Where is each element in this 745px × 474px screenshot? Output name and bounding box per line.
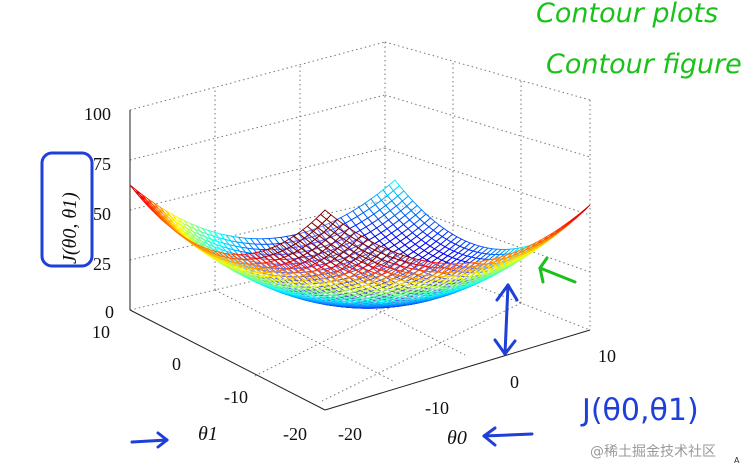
annotation-contour-figure: Contour figure bbox=[546, 49, 742, 80]
corner-mark: A bbox=[734, 456, 740, 465]
left-arrow-icon bbox=[482, 426, 534, 447]
z-tick-75: 75 bbox=[93, 154, 111, 174]
y-tick-labels: 10 0 -10 -20 bbox=[92, 322, 307, 444]
z-axis-label: J(θ0, θ1) bbox=[59, 192, 81, 264]
surface-mesh bbox=[129, 179, 591, 309]
right-arrow-icon bbox=[130, 431, 169, 449]
x-tick-0: 0 bbox=[510, 372, 519, 392]
arrow-icon bbox=[538, 256, 577, 284]
y-tick-neg10: -10 bbox=[224, 387, 248, 407]
z-tick-50: 50 bbox=[93, 204, 111, 224]
annotation-contour-plots: Contour plots bbox=[536, 0, 718, 29]
watermark: @稀土掘金技术社区 bbox=[590, 444, 716, 460]
axes bbox=[129, 110, 591, 411]
double-arrow-icon bbox=[493, 283, 519, 356]
z-tick-0: 0 bbox=[105, 302, 114, 322]
y-axis-label: θ1 bbox=[198, 423, 218, 445]
x-axis-label: θ0 bbox=[447, 427, 467, 449]
annotation-j-theta: J(θ0,θ1) bbox=[580, 393, 699, 428]
y-tick-neg20: -20 bbox=[283, 424, 307, 444]
x-tick-labels: -20 -10 0 10 bbox=[338, 346, 616, 444]
z-tick-100: 100 bbox=[84, 104, 111, 124]
surface-cell bbox=[319, 209, 332, 220]
y-tick-10: 10 bbox=[92, 322, 110, 342]
x-tick-10: 10 bbox=[598, 346, 616, 366]
z-tick-25: 25 bbox=[93, 254, 111, 274]
x-tick-neg10: -10 bbox=[425, 398, 449, 418]
z-tick-labels: 100 75 50 25 0 bbox=[84, 104, 114, 322]
x-tick-neg20: -20 bbox=[338, 424, 362, 444]
y-tick-0: 0 bbox=[172, 354, 181, 374]
z-label-highlight-box bbox=[40, 151, 94, 268]
